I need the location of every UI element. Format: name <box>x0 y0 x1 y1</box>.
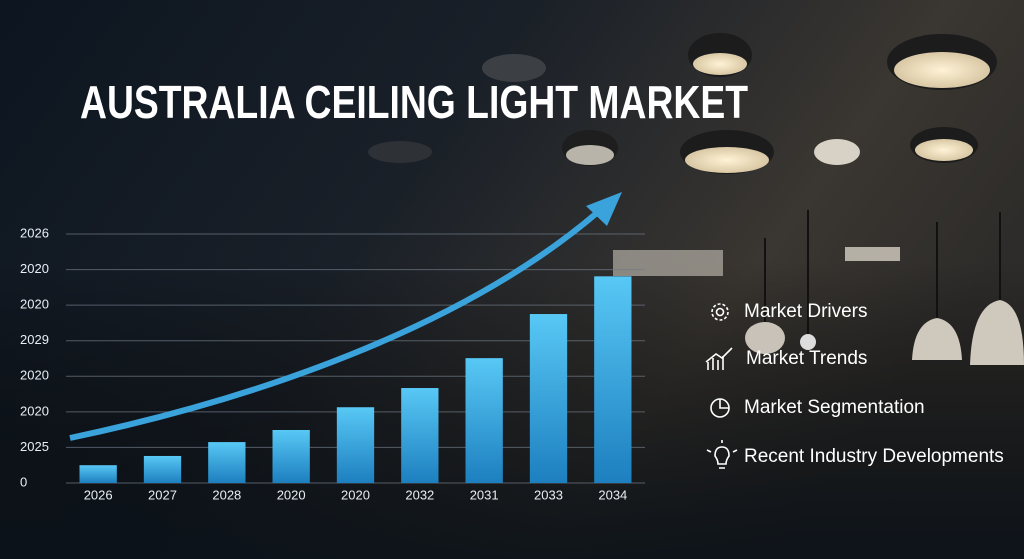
x-tick-label: 2028 <box>212 487 241 502</box>
bar <box>208 442 246 483</box>
x-tick-label: 2032 <box>405 487 434 502</box>
y-tick-label: 2020 <box>20 403 49 418</box>
bar <box>529 314 568 483</box>
bar <box>336 407 375 483</box>
bar <box>79 465 117 483</box>
menu-item: Market Segmentation <box>744 397 925 418</box>
bar <box>465 358 503 483</box>
menu-item: Recent Industry Developments <box>744 446 1004 467</box>
y-tick-label: 2025 <box>20 439 49 454</box>
menu-item: Market Drivers <box>744 301 868 322</box>
bar <box>272 429 310 483</box>
menu-item: Market Trends <box>746 348 867 369</box>
growth-arrowhead <box>586 192 622 226</box>
x-tick-label: 2034 <box>598 487 627 502</box>
x-tick-label: 2033 <box>534 487 563 502</box>
bar <box>143 455 182 483</box>
bar-chart: 0 2025 2020 2020 2029 2020 2020 2026 2026 2027 202… <box>20 225 645 502</box>
ceiling-lamps <box>368 33 1024 365</box>
y-tick-label: 2029 <box>20 332 49 347</box>
x-tick-label: 2027 <box>148 487 177 502</box>
bar <box>594 276 632 483</box>
y-tick-label: 0 <box>20 474 27 489</box>
y-tick-label: 2020 <box>20 368 49 383</box>
x-tick-label: 2026 <box>84 487 113 502</box>
y-tick-label: 2026 <box>20 225 49 240</box>
background-shade <box>0 260 1024 559</box>
chart-title: AUSTRALIA CEILING LIGHT MARKET <box>80 76 748 128</box>
x-tick-label: 2031 <box>470 487 499 502</box>
x-tick-label: 2020 <box>277 487 306 502</box>
bar <box>401 388 439 483</box>
menu-list: Market Drivers Market Trends Market Segmen… <box>744 301 1004 467</box>
y-tick-label: 2020 <box>20 297 49 312</box>
menu-icons <box>705 303 738 469</box>
growth-arrow <box>69 209 600 441</box>
x-tick-label: 2020 <box>341 487 370 502</box>
y-tick-label: 2020 <box>20 261 49 276</box>
